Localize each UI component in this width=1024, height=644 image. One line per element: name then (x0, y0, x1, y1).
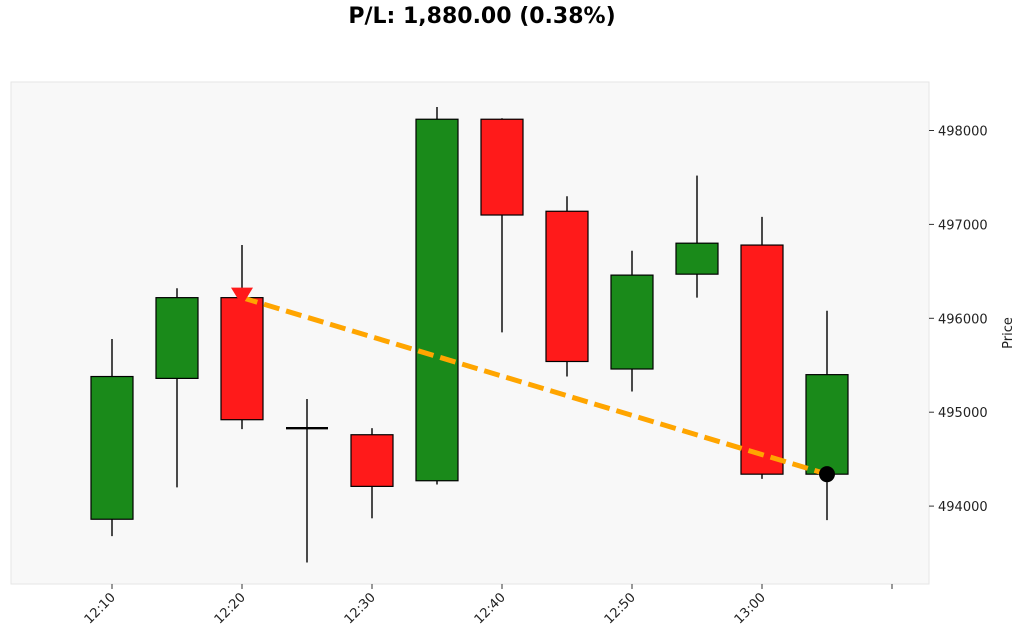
plot-background (10, 81, 930, 585)
trade-layer (231, 287, 835, 483)
y-tick-label: 498000 (938, 125, 988, 140)
candle (350, 428, 394, 519)
candle (740, 216, 784, 479)
candles-layer (90, 107, 849, 563)
candle-body (350, 434, 394, 487)
candle-body (545, 210, 589, 363)
exit-marker (819, 466, 835, 483)
candle (220, 245, 264, 430)
candle-body (415, 118, 459, 482)
candle-body (90, 375, 134, 520)
x-tick-label: 13:00 (732, 590, 769, 627)
y-tick-label: 497000 (938, 218, 988, 233)
x-tick-label: 12:50 (602, 590, 639, 627)
candle (286, 399, 328, 563)
y-tick-label: 496000 (938, 312, 988, 327)
candle-body (155, 297, 199, 379)
plot-area (10, 81, 930, 585)
candle-body (480, 118, 524, 216)
candle (675, 175, 719, 298)
x-tick-label: 12:40 (472, 590, 509, 627)
candle-body (220, 297, 264, 421)
candle (610, 250, 654, 392)
candle-body (805, 374, 849, 475)
y-tick-label: 495000 (938, 406, 988, 421)
y-tick-label: 494000 (938, 500, 988, 515)
trade-line (241, 295, 828, 477)
candle (415, 107, 459, 485)
candle (805, 310, 849, 521)
candle (155, 288, 199, 488)
y-axis-label: Price (1001, 317, 1016, 349)
candle-body (675, 242, 719, 275)
candle (480, 118, 524, 333)
candle (545, 196, 589, 377)
x-tick-label: 12:10 (82, 590, 119, 627)
x-tick-label: 12:20 (212, 590, 249, 627)
candle-body (610, 274, 654, 370)
chart-title: P/L: 1,880.00 (0.38%) (348, 4, 616, 29)
candle (90, 338, 134, 537)
x-tick-label: 12:30 (342, 590, 379, 627)
entry-marker (231, 287, 253, 306)
candle-body (740, 244, 784, 475)
